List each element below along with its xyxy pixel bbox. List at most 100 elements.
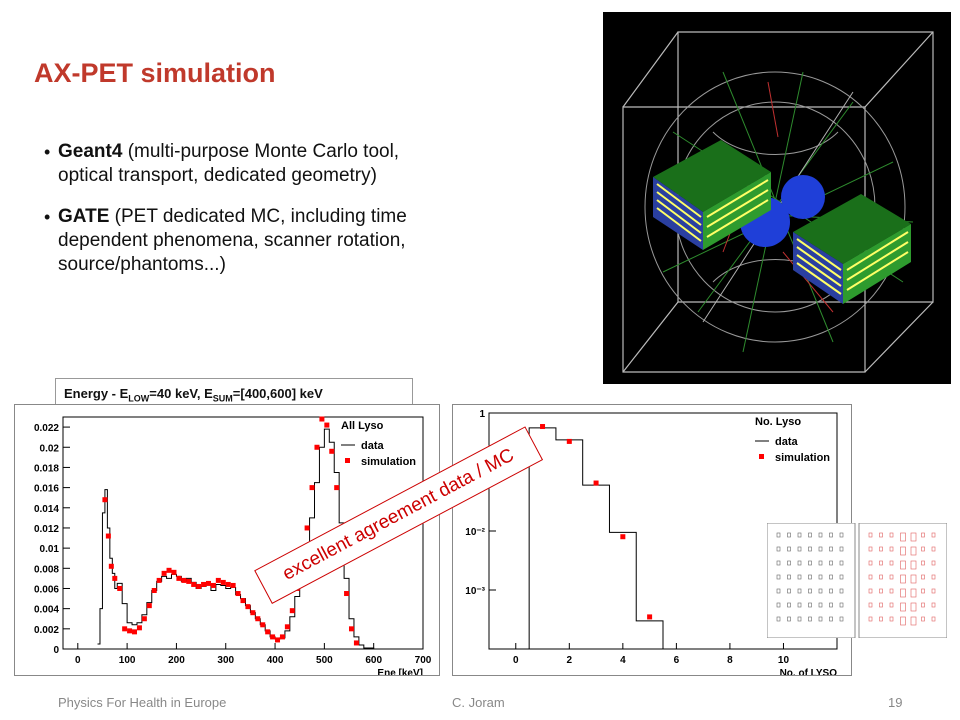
thumb-cell: [839, 588, 844, 594]
data-point-simulation: [289, 608, 295, 614]
x-tick-label: 4: [620, 655, 626, 666]
y-tick-label: 10⁻³: [465, 586, 485, 597]
thumb-cell: [797, 616, 802, 622]
bullet-gate: • GATE (PET dedicated MC, including time…: [44, 205, 464, 280]
data-point-simulation: [201, 581, 207, 587]
data-point-simulation: [284, 624, 290, 630]
data-point-simulation: [181, 577, 187, 583]
x-tick-label: 8: [727, 655, 733, 666]
thumb-cell: [839, 546, 844, 552]
thumb-cell: [787, 588, 791, 594]
x-tick-label: 200: [168, 655, 185, 666]
x-tick-label: 2: [567, 655, 573, 666]
legend-title: No. Lyso: [755, 416, 801, 428]
caption-sub: LOW: [128, 393, 150, 404]
thumb-cell: [900, 574, 906, 584]
thumb-cell: [839, 602, 844, 608]
thumb-cell: [889, 616, 894, 622]
x-axis-label: Ene [keV]: [377, 668, 423, 675]
thumb-cell: [868, 532, 873, 538]
data-point-simulation: [230, 582, 236, 588]
thumb-cell: [808, 574, 812, 580]
data-point-simulation: [334, 485, 340, 491]
x-tick-label: 0: [75, 655, 81, 666]
data-point-simulation: [141, 616, 147, 622]
legend-title: All Lyso: [341, 420, 384, 432]
bullet-dot: •: [44, 207, 51, 227]
y-tick-label: 10⁻²: [465, 527, 485, 538]
data-point-simulation: [102, 497, 108, 503]
bullet-rest: (PET dedicated MC, including time depend…: [58, 206, 407, 275]
thumb-cell: [818, 602, 823, 608]
detector-module-left: [653, 140, 771, 250]
y-tick-label: 0.016: [34, 484, 59, 495]
x-tick-label: 6: [674, 655, 680, 666]
thumb-cell: [797, 560, 802, 566]
thumb-cell: [910, 602, 917, 612]
caption-sub: SUM: [212, 393, 233, 404]
caption-part: =[400,600] keV: [232, 386, 323, 401]
thumb-cell: [797, 602, 802, 608]
thumb-cell: [889, 602, 894, 608]
thumb-cell: [839, 560, 844, 566]
data-point-simulation: [260, 622, 266, 628]
thumb-cell: [818, 616, 823, 622]
data-point-simulation: [156, 577, 162, 583]
legend-label-simulation: simulation: [361, 456, 416, 468]
data-point-simulation: [255, 616, 261, 622]
thumb-cell: [889, 574, 894, 580]
data-point-simulation: [166, 567, 172, 573]
bullet-head: GATE: [58, 206, 110, 227]
thumb-cell: [879, 588, 883, 594]
data-point-simulation: [270, 634, 276, 640]
data-point-simulation: [122, 626, 128, 632]
bullet-head: Geant4: [58, 141, 123, 162]
data-point-simulation: [540, 424, 546, 430]
thumb-cell: [879, 574, 883, 580]
thumb-cell: [787, 574, 791, 580]
y-tick-label: 0: [53, 645, 59, 656]
thumb-cell: [868, 588, 873, 594]
thumb-cell: [839, 574, 844, 580]
thumb-cell: [889, 532, 894, 538]
thumb-cell: [776, 574, 781, 580]
data-point-simulation: [329, 448, 335, 454]
thumb-cell: [787, 560, 791, 566]
y-tick-label: 0.014: [34, 504, 59, 515]
thumb-cell: [921, 602, 925, 608]
position-thumbnail-plots: [767, 523, 947, 638]
data-point-simulation: [235, 591, 241, 597]
thumb-cell: [868, 546, 873, 552]
thumb-cell: [921, 588, 925, 594]
thumb-cell: [900, 560, 906, 570]
thumb-cell: [931, 532, 936, 538]
thumb-cell: [797, 546, 802, 552]
thumb-cell: [910, 560, 917, 570]
data-point-simulation: [240, 598, 246, 604]
thumb-cell: [829, 588, 833, 594]
thumb-cell: [818, 546, 823, 552]
data-point-simulation: [191, 581, 197, 587]
thumb-cell: [931, 546, 936, 552]
thumb-cell: [910, 574, 917, 584]
data-point-simulation: [105, 533, 111, 539]
thumb-cell: [931, 616, 936, 622]
thumb-cell: [829, 616, 833, 622]
thumb-cell: [808, 602, 812, 608]
thumb-cell: [776, 546, 781, 552]
thumb-cell: [829, 602, 833, 608]
data-point-simulation: [314, 444, 320, 450]
thumb-cell: [839, 532, 844, 538]
data-point-simulation: [265, 629, 271, 635]
thumb-cell: [776, 602, 781, 608]
data-point-simulation: [136, 625, 142, 631]
y-tick-label: 0.004: [34, 605, 59, 616]
data-point-simulation: [127, 628, 133, 634]
thumb-cell: [910, 546, 917, 556]
thumb-cell: [900, 602, 906, 612]
thumb-cell: [921, 616, 925, 622]
data-point-simulation: [250, 610, 256, 616]
bullet-geant4: • Geant4 (multi-purpose Monte Carlo tool…: [44, 140, 464, 190]
data-point-simulation: [196, 583, 202, 589]
